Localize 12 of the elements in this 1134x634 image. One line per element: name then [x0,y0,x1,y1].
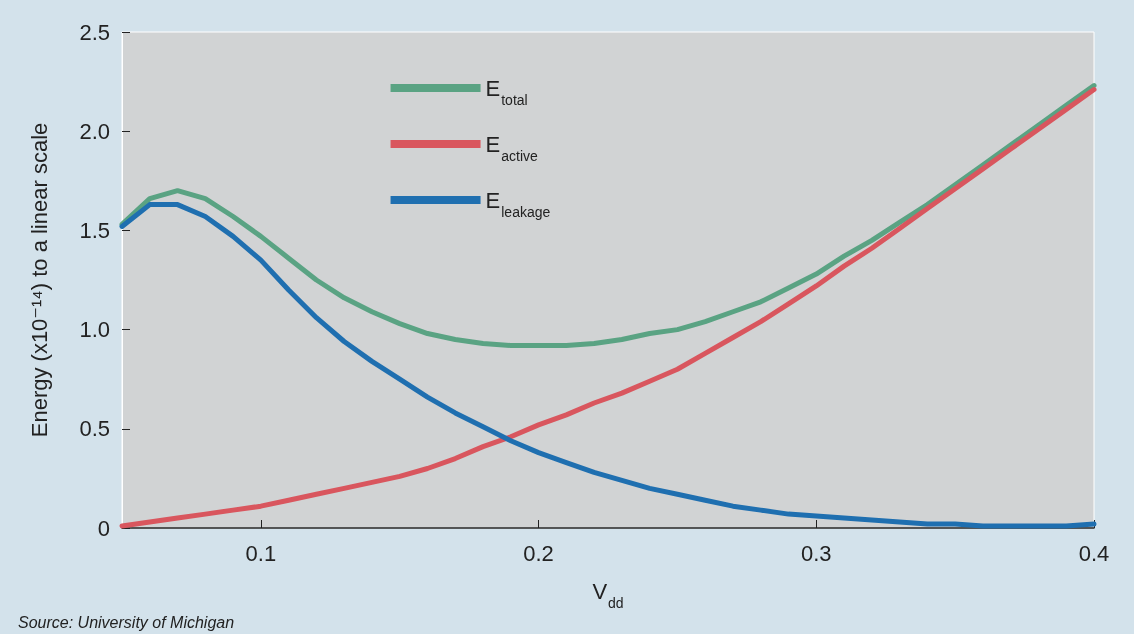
x-tick-label: 0.3 [800,540,832,566]
source-note: Source: University of Michigan [18,613,235,631]
x-tick-label: 0.4 [1078,540,1110,566]
y-tick-label: 1.0 [79,317,110,343]
y-axis-title: Energy (x10⁻¹⁴) to a linear scale [26,122,52,438]
y-tick-label: 0.5 [79,416,110,442]
y-tick-label: 2.5 [79,19,110,45]
y-tick-label: 0 [97,515,110,541]
x-tick-label: 0.1 [245,540,277,566]
y-tick-label: 1.5 [79,217,110,243]
x-tick-label: 0.2 [523,540,554,566]
y-tick-label: 2.0 [79,118,110,144]
